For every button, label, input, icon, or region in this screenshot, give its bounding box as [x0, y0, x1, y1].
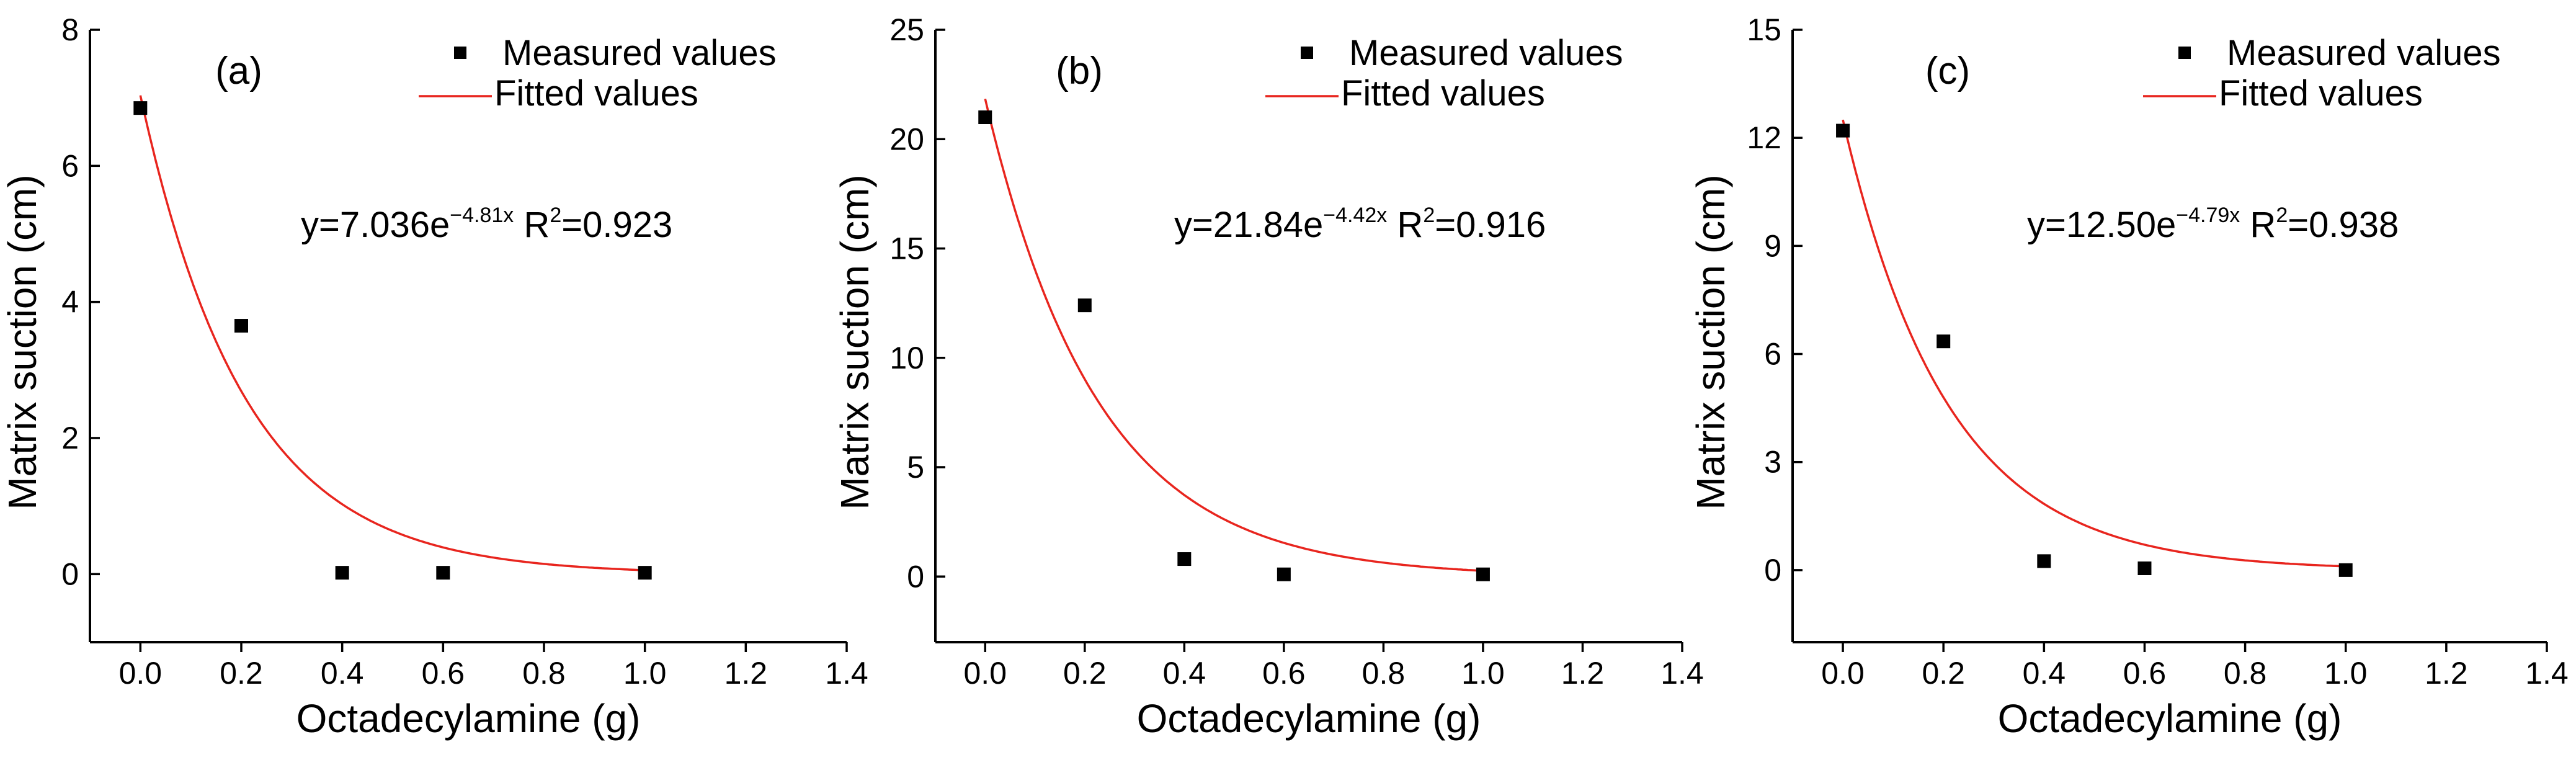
- y-tick-label: 2: [61, 421, 79, 455]
- x-tick-label: 0.8: [1362, 656, 1406, 691]
- data-point: [1077, 298, 1092, 313]
- equation-part-r-value: =0.938: [2288, 205, 2399, 245]
- x-tick-label: 0.4: [2023, 656, 2066, 691]
- fit-equation: y=21.84e−4.42x R2=0.916: [1174, 204, 1546, 245]
- y-axis-title: Matrix suction (cm): [1688, 174, 1733, 510]
- data-point: [133, 101, 148, 115]
- x-axis-title: Octadecylamine (g): [296, 696, 641, 741]
- fitted-curve: [139, 95, 645, 571]
- legend-marker-measured: [454, 47, 466, 59]
- x-tick-label: 1.2: [724, 656, 768, 691]
- legend-label-measured: Measured values: [502, 33, 777, 73]
- legend-label-fitted: Fitted values: [494, 73, 698, 114]
- y-axis-title: Matrix suction (cm): [832, 174, 877, 510]
- y-tick-label: 3: [1764, 445, 1781, 480]
- fitted-curve: [1842, 119, 2346, 568]
- y-tick-label: 0: [61, 557, 79, 591]
- x-axis-title: Octadecylamine (g): [1137, 696, 1481, 741]
- x-tick-label: 0.4: [1163, 656, 1206, 691]
- y-tick-label: 5: [907, 450, 924, 485]
- equation-part-r-sup: 2: [550, 204, 561, 227]
- equation-part-exp: −4.42x: [1323, 204, 1387, 227]
- equation-part-r-value: =0.916: [1435, 205, 1546, 245]
- data-point: [2137, 561, 2152, 575]
- panel-label: (b): [1056, 50, 1103, 92]
- data-point: [1177, 552, 1192, 566]
- x-tick-label: 1.0: [2324, 656, 2368, 691]
- x-axis-title: Octadecylamine (g): [1998, 696, 2342, 741]
- fit-equation: y=7.036e−4.81x R2=0.923: [301, 204, 672, 245]
- legend-label-measured: Measured values: [2227, 33, 2501, 73]
- x-tick-label: 0.0: [119, 656, 163, 691]
- panel-a: 0.0 0.2 0.4 0.6 0.8 1.0 1.2 1.4 0 2 4 6 8 Octadecylam…: [0, 12, 868, 741]
- x-tick-label: 1.4: [2525, 656, 2569, 691]
- x-tick-label: 1.2: [1561, 656, 1605, 691]
- x-tick-label: 0.2: [220, 656, 263, 691]
- x-tick-label: 0.8: [2224, 656, 2267, 691]
- data-point: [335, 566, 349, 580]
- legend-marker-measured: [2178, 47, 2191, 59]
- y-tick-label: 15: [1747, 12, 1781, 47]
- data-point: [978, 110, 992, 124]
- x-tick-label: 0.6: [2123, 656, 2167, 691]
- x-tick-label: 0.8: [522, 656, 566, 691]
- equation-part-r-sup: 2: [1423, 204, 1435, 227]
- data-point: [638, 566, 652, 580]
- equation-part-r-label: R: [1387, 205, 1423, 245]
- data-point: [234, 319, 248, 333]
- y-tick-label: 6: [1764, 337, 1781, 372]
- data-point: [2037, 554, 2051, 568]
- panel-label: (c): [1925, 50, 1970, 92]
- x-tick-label: 0.6: [1262, 656, 1306, 691]
- x-tick-label: 0.6: [422, 656, 465, 691]
- x-tick-label: 0.4: [321, 656, 364, 691]
- x-tick-label: 0.0: [964, 656, 1007, 691]
- data-point: [1277, 567, 1291, 581]
- data-point: [1836, 123, 1850, 138]
- equation-part-lead: y=12.50e: [2027, 205, 2176, 245]
- legend-label-measured: Measured values: [1349, 33, 1623, 73]
- y-tick-label: 15: [889, 231, 924, 266]
- y-axis-title: Matrix suction (cm): [0, 174, 45, 510]
- y-tick-label: 25: [889, 12, 924, 47]
- equation-part-r-label: R: [514, 205, 550, 245]
- x-tick-label: 0.2: [1063, 656, 1107, 691]
- data-point: [2338, 563, 2353, 577]
- x-tick-label: 1.4: [825, 656, 868, 691]
- y-tick-label: 4: [61, 285, 79, 320]
- x-tick-label: 1.0: [1461, 656, 1505, 691]
- panel-b: 0.0 0.2 0.4 0.6 0.8 1.0 1.2 1.4 0 5 10 15 20 25 Octade…: [832, 12, 1704, 741]
- y-tick-label: 10: [889, 341, 924, 375]
- equation-part-lead: y=7.036e: [301, 205, 450, 245]
- y-tick-label: 12: [1747, 120, 1781, 155]
- x-tick-label: 1.0: [623, 656, 667, 691]
- fit-equation: y=12.50e−4.79x R2=0.938: [2027, 204, 2399, 245]
- fitted-curve: [984, 98, 1483, 572]
- x-tick-label: 1.4: [1660, 656, 1704, 691]
- x-tick-label: 0.2: [1922, 656, 1965, 691]
- y-tick-label: 0: [907, 559, 924, 594]
- panel-label: (a): [215, 50, 262, 92]
- legend-label-fitted: Fitted values: [1341, 73, 1545, 114]
- y-tick-label: 20: [889, 122, 924, 156]
- equation-part-r-sup: 2: [2276, 204, 2288, 227]
- x-tick-label: 1.2: [2425, 656, 2468, 691]
- x-tick-label: 0.0: [1821, 656, 1865, 691]
- data-point: [1476, 567, 1490, 581]
- y-tick-label: 9: [1764, 228, 1781, 263]
- y-tick-label: 8: [61, 12, 79, 47]
- equation-part-r-value: =0.923: [561, 205, 672, 245]
- legend-marker-measured: [1301, 47, 1313, 59]
- equation-part-lead: y=21.84e: [1174, 205, 1323, 245]
- legend-label-fitted: Fitted values: [2219, 73, 2423, 114]
- panel-c: 0.0 0.2 0.4 0.6 0.8 1.0 1.2 1.4 0 3 6 9 12 15 Octadecy…: [1688, 12, 2569, 741]
- data-point: [1936, 334, 1951, 349]
- data-point: [436, 566, 450, 580]
- y-tick-label: 6: [61, 148, 79, 183]
- y-tick-label: 0: [1764, 553, 1781, 588]
- equation-part-exp: −4.81x: [450, 204, 514, 227]
- equation-part-exp: −4.79x: [2176, 204, 2240, 227]
- equation-part-r-label: R: [2240, 205, 2276, 245]
